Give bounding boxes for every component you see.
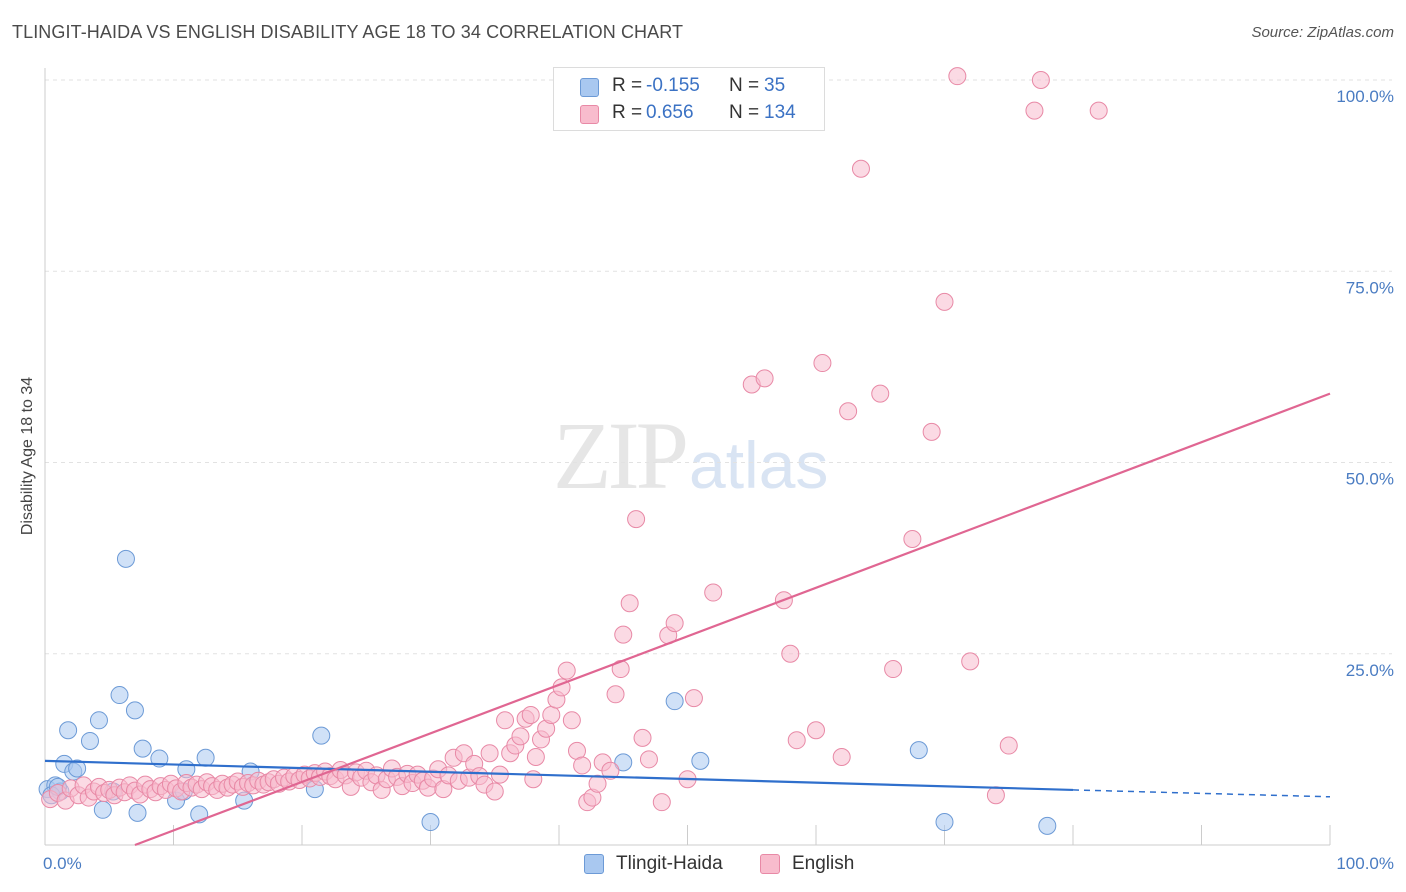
english-point <box>557 661 576 680</box>
tlingit-haida-point <box>150 749 169 768</box>
english-point <box>627 510 646 529</box>
tlingit-haida-point <box>665 692 684 711</box>
trend-lines <box>44 392 1331 847</box>
bottom-legend-swatch-tlingit-haida <box>584 854 604 874</box>
english-point <box>839 402 858 421</box>
tlingit-haida-trend-line-extension <box>1072 789 1331 798</box>
english-point <box>542 705 561 724</box>
tlingit-haida-trend-line <box>44 759 1074 792</box>
english-point <box>496 711 515 730</box>
chart-title: TLINGIT-HAIDA VS ENGLISH DISABILITY AGE … <box>12 22 684 42</box>
tlingit-haida-point <box>935 813 954 832</box>
tlingit-haida-point <box>128 803 147 822</box>
bottom-legend-swatch-english <box>760 854 780 874</box>
x-tick-label: 0.0% <box>43 854 82 873</box>
stats-legend: R = -0.155 N = 35 R = 0.656 N = 134 <box>553 67 825 131</box>
legend-swatch-tlingit-haida <box>580 78 599 97</box>
y-tick-label: 100.0% <box>1336 87 1394 106</box>
english-point <box>614 625 633 644</box>
english-point <box>573 756 592 775</box>
english-point <box>665 614 684 633</box>
tlingit-haida-point <box>93 800 112 819</box>
y-tick-label: 50.0% <box>1346 470 1394 489</box>
english-point <box>755 369 774 388</box>
english-point <box>961 652 980 671</box>
english-point <box>639 750 658 769</box>
x-tick-label: 100.0% <box>1336 854 1394 873</box>
tlingit-haida-point <box>1038 816 1057 835</box>
tlingit-haida-point <box>68 759 87 778</box>
legend-n-label: N = <box>729 102 760 123</box>
legend-n-value: 134 <box>764 102 796 123</box>
english-point <box>524 770 543 789</box>
english-point <box>620 594 639 613</box>
english-point <box>526 748 545 767</box>
legend-swatch-english <box>580 105 599 124</box>
english-point <box>871 384 890 403</box>
legend-r-label: R = <box>612 102 643 123</box>
english-point <box>684 689 703 708</box>
tlingit-haida-point <box>691 751 710 770</box>
english-point <box>1031 71 1050 89</box>
tick-labels: 25.0% 50.0% 75.0% 100.0% 0.0% 100.0% <box>43 87 1394 873</box>
english-point <box>1089 101 1108 120</box>
legend-n-label: N = <box>729 75 760 96</box>
data-points <box>38 67 1108 835</box>
english-trend-line <box>134 392 1331 847</box>
bottom-legend-label: Tlingit-Haida <box>616 853 723 874</box>
tlingit-haida-point <box>89 711 108 730</box>
tlingit-haida-point <box>125 701 144 720</box>
english-point <box>562 711 581 730</box>
grid-lines <box>45 79 1392 655</box>
tlingit-haida-point <box>110 686 129 705</box>
english-point <box>485 782 504 801</box>
english-point <box>832 748 851 767</box>
english-point <box>986 786 1005 805</box>
tlingit-haida-point <box>133 739 152 758</box>
english-point <box>999 736 1018 755</box>
tlingit-haida-point <box>312 726 331 745</box>
y-tick-label: 75.0% <box>1346 278 1394 297</box>
english-point <box>884 660 903 679</box>
legend-n-value: 35 <box>764 75 786 96</box>
english-point <box>606 685 625 704</box>
english-point <box>1025 101 1044 120</box>
axes <box>44 68 1331 846</box>
legend-r-label: R = <box>612 75 643 96</box>
english-point <box>480 744 499 763</box>
english-point <box>851 159 870 178</box>
tlingit-haida-point <box>59 721 78 740</box>
english-point <box>813 354 832 373</box>
tlingit-haida-point <box>909 741 928 760</box>
english-point <box>633 728 652 747</box>
english-point <box>588 774 607 793</box>
english-point <box>935 292 954 311</box>
y-tick-label: 25.0% <box>1346 661 1394 680</box>
bottom-legend-label: English <box>792 853 855 874</box>
english-point <box>652 793 671 812</box>
english-point <box>922 422 941 441</box>
english-point <box>787 731 806 750</box>
tlingit-haida-point <box>614 753 633 772</box>
english-point <box>807 721 825 740</box>
tlingit-haida-point <box>116 549 135 568</box>
legend-r-value: -0.155 <box>646 75 700 96</box>
english-point <box>521 705 540 724</box>
legend-r-value: 0.656 <box>646 102 694 123</box>
tlingit-haida-point <box>80 731 99 750</box>
source-label: Source: ZipAtlas.com <box>1251 24 1394 41</box>
english-point <box>948 67 967 86</box>
english-point <box>601 761 620 780</box>
english-point <box>704 583 723 602</box>
tlingit-haida-point <box>196 748 215 767</box>
tlingit-haida-point <box>421 813 440 832</box>
english-point <box>903 530 922 548</box>
english-point <box>511 727 530 746</box>
english-point <box>781 644 800 663</box>
